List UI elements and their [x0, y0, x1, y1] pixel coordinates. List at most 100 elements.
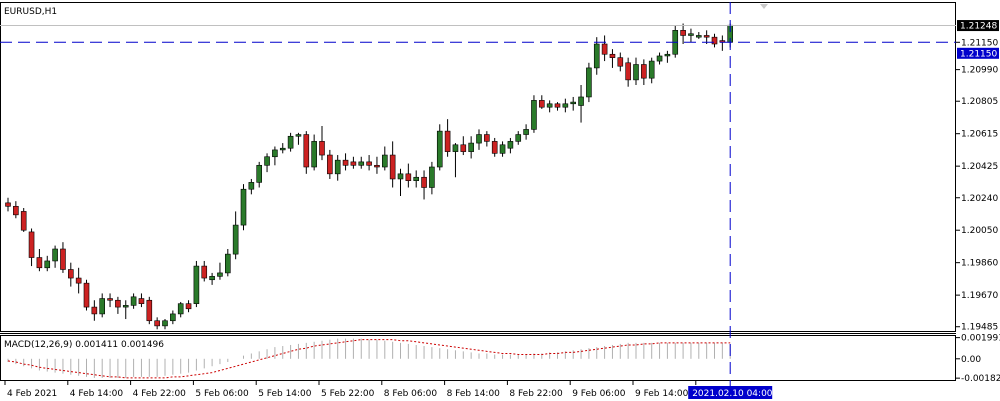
candle	[538, 95, 545, 109]
candle	[91, 300, 98, 321]
price-tick-label: 1.19860	[961, 259, 998, 269]
time-tick-label: 4 Feb 14:00	[70, 389, 124, 399]
candle	[436, 124, 443, 171]
candle	[609, 49, 616, 68]
candle-body	[617, 57, 624, 67]
price-tick-label: 1.19485	[961, 323, 998, 333]
candle	[107, 293, 113, 308]
candle-body	[476, 134, 482, 144]
time-tick-label: 8 Feb 14:00	[447, 389, 501, 399]
candle-body	[52, 248, 58, 262]
candle-body	[452, 144, 459, 152]
candle	[154, 317, 160, 330]
candle-body	[264, 156, 270, 166]
candle-body	[279, 147, 286, 151]
candle-body	[570, 101, 577, 105]
candle-body	[107, 298, 113, 301]
candle-body	[609, 53, 616, 58]
candle-body	[272, 149, 278, 158]
crosshair-time-label: 2021.02.10 04:00	[692, 389, 773, 399]
candle	[138, 293, 145, 308]
candle	[515, 131, 522, 145]
macd-panel-frame	[0, 335, 956, 381]
price-tick-label: 1.20805	[961, 97, 998, 107]
candle-body	[680, 30, 686, 36]
candle-body	[664, 53, 671, 57]
candle	[460, 136, 467, 156]
candle	[319, 126, 325, 161]
candle-body	[154, 320, 160, 327]
candle	[593, 37, 600, 75]
candle-body	[13, 205, 19, 216]
candle-body	[625, 62, 631, 81]
macd-histogram	[7, 338, 731, 378]
candle-body	[146, 299, 153, 322]
macd-tick-label: 0.001991	[961, 334, 1000, 344]
candle-body	[656, 55, 663, 62]
candle	[680, 23, 686, 44]
candle-body	[381, 154, 388, 168]
candle	[711, 33, 718, 48]
candle	[303, 131, 310, 174]
candle-body	[648, 60, 655, 79]
candle-body	[358, 161, 365, 166]
candle-body	[366, 161, 372, 166]
candle	[232, 211, 239, 260]
candle	[170, 310, 176, 325]
candle	[209, 272, 215, 285]
candle	[327, 149, 333, 179]
candle-body	[193, 265, 200, 304]
candle	[586, 62, 592, 103]
candle	[366, 155, 372, 171]
crosshair-price-label: 1.21150	[960, 49, 997, 59]
time-tick-label: 5 Feb 14:00	[258, 389, 312, 399]
crosshair-price-box	[957, 47, 999, 59]
candle	[248, 178, 255, 195]
candle-body	[99, 298, 105, 315]
candle	[672, 25, 679, 58]
candle-body	[303, 134, 310, 168]
candle	[193, 260, 200, 308]
price-panel-frame	[0, 2, 956, 332]
candle-body	[554, 103, 561, 108]
candle	[350, 156, 357, 169]
candle-body	[444, 130, 451, 152]
candle-body	[248, 182, 255, 190]
candle-body	[429, 166, 435, 188]
price-tick-label: 1.20615	[961, 130, 998, 140]
time-tick-label: 4 Feb 2021	[7, 389, 57, 399]
candle-body	[562, 103, 569, 108]
candle-body	[75, 277, 82, 284]
candle	[272, 146, 278, 166]
macd-label: MACD(12,26,9) 0.001411 0.001496	[4, 340, 164, 350]
candle-body	[468, 142, 474, 152]
candle	[476, 129, 482, 150]
candle-body	[20, 211, 27, 231]
candle-body	[5, 202, 11, 207]
candle	[225, 249, 231, 277]
candle	[444, 119, 451, 157]
candle	[664, 50, 671, 63]
candle-body	[36, 257, 43, 269]
candle-body	[319, 141, 325, 156]
candle	[413, 170, 420, 188]
candle-body	[162, 320, 168, 327]
candle-body	[68, 269, 74, 279]
candle-body	[593, 43, 600, 69]
symbol-label: EURUSD,H1	[4, 7, 57, 17]
candle-body	[703, 35, 710, 38]
candle	[20, 208, 27, 232]
time-axis: 4 Feb 2021 4 Feb 14:00 4 Feb 22:00 5 Feb 06…	[4, 381, 704, 399]
candle	[484, 131, 490, 147]
candle	[546, 100, 553, 113]
macd-tick-label: 0.00	[961, 355, 981, 365]
candle	[36, 249, 43, 272]
candle-body	[711, 36, 718, 45]
macd-tick-label: -0.00182	[961, 374, 1000, 384]
candle-body	[122, 305, 129, 308]
current-price-label: 1.21248	[960, 22, 997, 32]
candle-body	[209, 276, 215, 281]
price-tick-label: 1.19670	[961, 291, 998, 301]
candle-body	[405, 173, 412, 181]
